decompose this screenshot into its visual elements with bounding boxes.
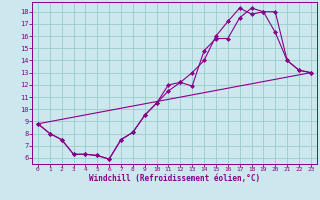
X-axis label: Windchill (Refroidissement éolien,°C): Windchill (Refroidissement éolien,°C)	[89, 174, 260, 183]
